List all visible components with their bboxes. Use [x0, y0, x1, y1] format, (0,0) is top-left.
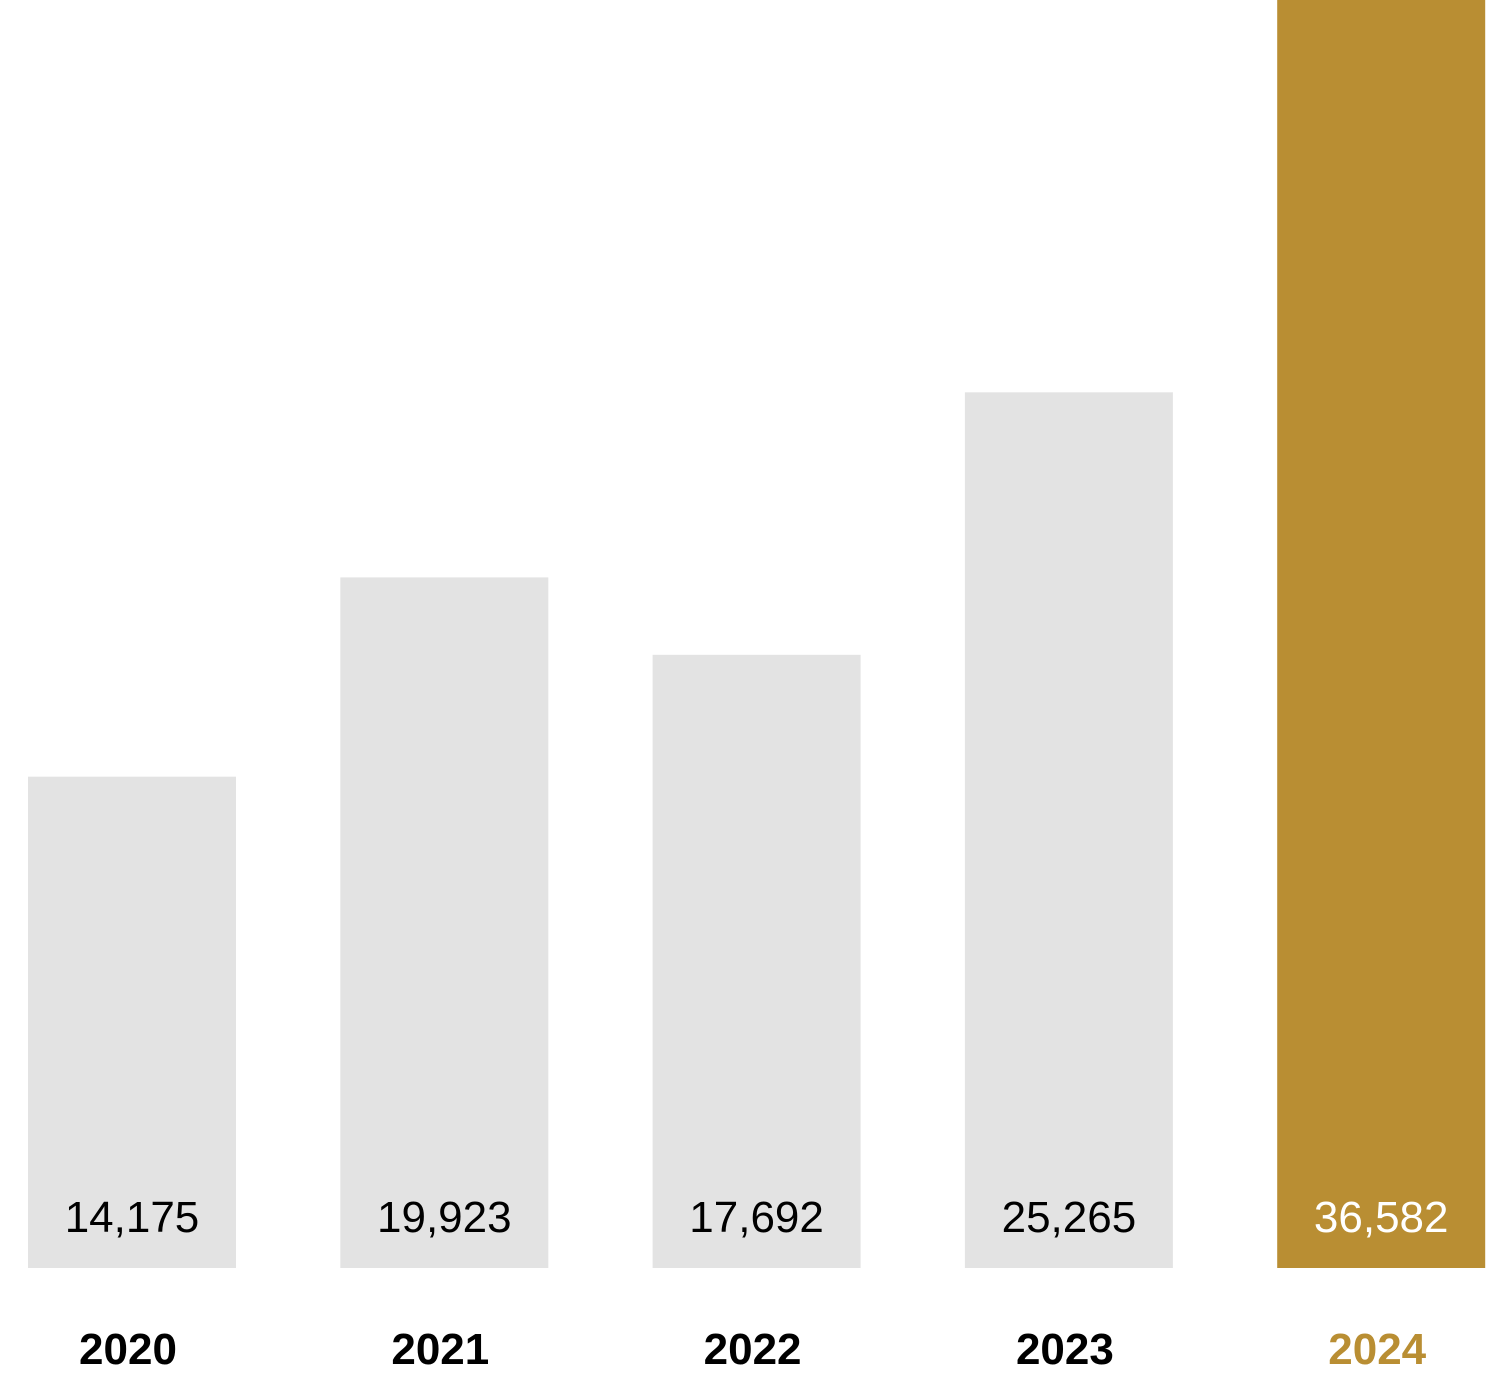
category-label-2020: 2020 — [79, 1325, 177, 1374]
bar-2020 — [28, 776, 236, 1268]
category-label-2021: 2021 — [391, 1325, 489, 1374]
value-labels-group: 14,175 19,923 17,692 25,265 36,582 — [65, 1193, 1449, 1242]
value-label-2021: 19,923 — [377, 1193, 512, 1242]
value-label-2024: 36,582 — [1314, 1193, 1449, 1242]
value-label-2023: 25,265 — [1002, 1193, 1137, 1242]
bar-2022 — [652, 654, 861, 1268]
bar-2023 — [964, 392, 1173, 1268]
bar-2024 — [1277, 0, 1486, 1268]
value-label-2020: 14,175 — [65, 1193, 200, 1242]
bars-group — [28, 0, 1486, 1268]
category-label-2022: 2022 — [704, 1325, 802, 1374]
value-label-2022: 17,692 — [689, 1193, 824, 1242]
category-label-2023: 2023 — [1016, 1325, 1114, 1374]
category-labels-group: 2020 2021 2022 2023 2024 — [79, 1325, 1427, 1374]
bar-2021 — [340, 577, 549, 1268]
category-label-2024: 2024 — [1328, 1325, 1426, 1374]
